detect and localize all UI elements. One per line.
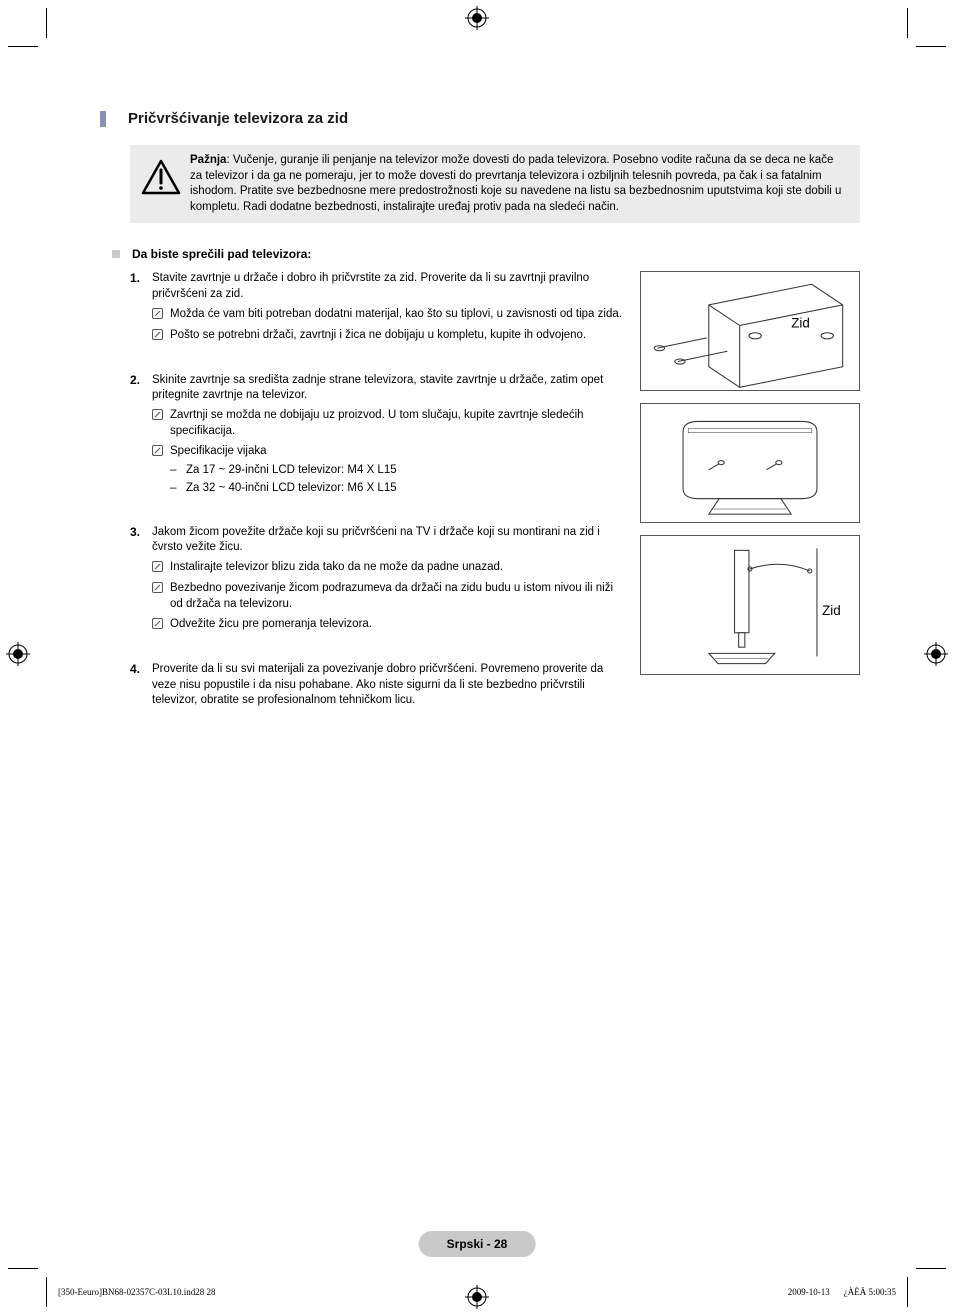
figure-wall-bracket: Zid [640,271,860,391]
sub-heading-row: Da biste sprečili pad televizora: [112,247,860,261]
crop-mark [916,1268,946,1269]
step-text: Skinite zavrtnje sa središta zadnje stra… [152,374,603,402]
registration-mark-left [6,642,30,666]
steps-column: 1. Stavite zavrtnje u držače i dobro ih … [130,271,640,709]
note-text: Instalirajte televizor blizu zida tako d… [170,560,628,576]
note-icon [152,307,170,324]
dash-item: – Za 17 ~ 29-inčni LCD televizor: M4 X L… [152,463,628,479]
step-body: Stavite zavrtnje u držače i dobro ih pri… [152,271,628,344]
section-title: Pričvršćivanje televizora za zid [128,110,348,127]
dash-mark: – [170,463,186,479]
step-number: 3. [130,525,152,539]
footer-date: 2009-10-13 [788,1287,830,1297]
dash-mark: – [170,481,186,497]
registration-mark-top [465,6,489,30]
note-text: Bezbedno povezivanje žicom podrazumeva d… [170,581,628,613]
note-text: Specifikacije vijaka [170,444,628,460]
step-4: 4. Proverite da li su svi materijali za … [130,662,628,710]
note-item: Možda će vam biti potreban dodatni mater… [152,307,628,324]
warning-lead: Pažnja [190,154,226,166]
step-body: Proverite da li su svi materijali za pov… [152,662,628,710]
dash-text: Za 32 ~ 40-inčni LCD televizor: M6 X L15 [186,481,397,497]
footer-time: ¿ÀÈÄ 5:00:35 [844,1287,896,1297]
step-body: Jakom žicom povežite držače koji su prič… [152,525,628,634]
note-item: Zavrtnji se možda ne dobijaju uz proizvo… [152,408,628,440]
footer-timestamp: 2009-10-13 ¿ÀÈÄ 5:00:35 [788,1287,896,1297]
fig-label-wall: Zid [822,603,841,618]
warning-body: : Vučenje, guranje ili penjanje na telev… [190,154,841,213]
crop-mark [907,8,908,38]
step-number: 4. [130,662,152,676]
section-heading: Pričvršćivanje televizora za zid [100,110,860,127]
step-body: Skinite zavrtnje sa središta zadnje stra… [152,373,628,497]
note-item: Bezbedno povezivanje žicom podrazumeva d… [152,581,628,613]
note-icon [152,328,170,345]
crop-mark [8,1268,38,1269]
note-item: Odvežite žicu pre pomeranja televizora. [152,617,628,634]
note-text: Zavrtnji se možda ne dobijaju uz proizvo… [170,408,628,440]
crop-mark [907,1277,908,1307]
step-text: Stavite zavrtnje u držače i dobro ih pri… [152,272,589,300]
steps-list: 1. Stavite zavrtnje u držače i dobro ih … [130,271,628,709]
crop-mark [916,46,946,47]
step-1: 1. Stavite zavrtnje u držače i dobro ih … [130,271,628,344]
note-icon [152,560,170,577]
warning-icon [138,153,184,198]
section-bar [100,111,106,127]
crop-mark [8,46,38,47]
page-number-badge: Srpski - 28 [419,1231,536,1257]
note-text: Odvežite žicu pre pomeranja televizora. [170,617,628,633]
content-row: 1. Stavite zavrtnje u držače i dobro ih … [130,271,860,709]
sub-square-icon [112,250,120,258]
step-text: Jakom žicom povežite držače koji su prič… [152,526,600,554]
warning-text: Pažnja: Vučenje, guranje ili penjanje na… [184,153,848,215]
step-3: 3. Jakom žicom povežite držače koji su p… [130,525,628,634]
note-icon [152,408,170,425]
step-number: 2. [130,373,152,387]
warning-box: Pažnja: Vučenje, guranje ili penjanje na… [130,145,860,223]
dash-item: – Za 32 ~ 40-inčni LCD televizor: M6 X L… [152,481,628,497]
note-text: Pošto se potrebni držači, zavrtnji i žic… [170,328,628,344]
crop-mark [46,1277,47,1307]
sub-heading: Da biste sprečili pad televizora: [132,247,311,261]
note-icon [152,444,170,461]
step-number: 1. [130,271,152,285]
note-icon [152,617,170,634]
note-item: Pošto se potrebni držači, zavrtnji i žic… [152,328,628,345]
note-item: Instalirajte televizor blizu zida tako d… [152,560,628,577]
figure-tv-back [640,403,860,523]
note-icon [152,581,170,598]
figure-tv-side-wall: Zid [640,535,860,675]
note-item: Specifikacije vijaka [152,444,628,461]
crop-mark [46,8,47,38]
fig-label-wall: Zid [791,316,810,331]
registration-mark-bottom [465,1285,489,1309]
dash-text: Za 17 ~ 29-inčni LCD televizor: M4 X L15 [186,463,397,479]
note-text: Možda će vam biti potreban dodatni mater… [170,307,628,323]
figures-column: Zid [640,271,860,675]
step-text: Proverite da li su svi materijali za pov… [152,663,603,707]
step-2: 2. Skinite zavrtnje sa središta zadnje s… [130,373,628,497]
registration-mark-right [924,642,948,666]
page-content: Pričvršćivanje televizora za zid Pažnja:… [100,110,860,709]
footer-filename: [350-Eeuro]BN68-02357C-03L10.ind28 28 [58,1287,215,1297]
